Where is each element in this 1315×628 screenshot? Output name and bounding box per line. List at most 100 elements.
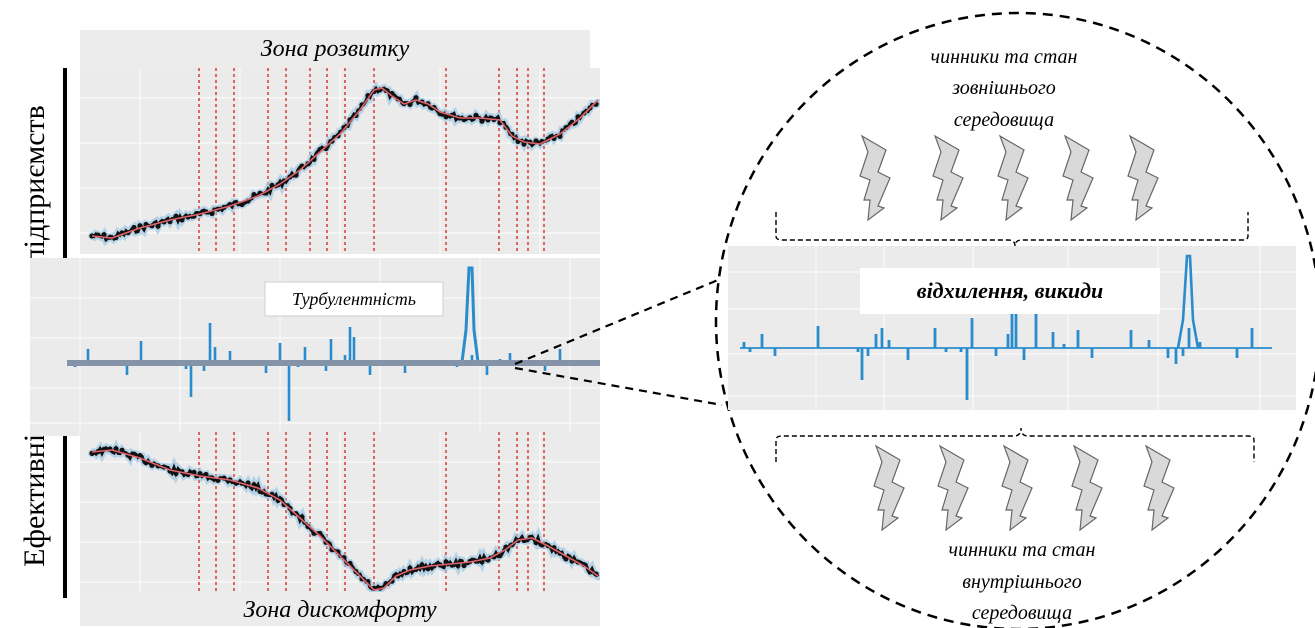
deviation-bar	[1166, 348, 1170, 358]
turbulence-bar	[278, 343, 282, 363]
deviation-bar	[1010, 306, 1014, 348]
trend-line	[91, 449, 599, 591]
turbulence-label: Турбулентність	[292, 289, 416, 309]
turbulence-bar	[508, 353, 512, 363]
zoom-panel: відхилення, викиди	[728, 246, 1296, 410]
data-point	[209, 210, 215, 217]
deviation-bar	[1076, 330, 1080, 348]
deviation-bar	[1090, 348, 1094, 358]
data-point	[131, 224, 137, 231]
external-bolts	[859, 134, 1159, 222]
deviation-bar	[773, 348, 777, 356]
bottom-panel: Зона дискомфорту	[80, 432, 600, 626]
data-point	[533, 138, 539, 144]
bottom-panel-strip	[80, 592, 600, 626]
zoom-circle	[714, 11, 1315, 628]
deviation-bar	[1187, 328, 1191, 348]
top-panel-strip	[80, 30, 590, 68]
deviation-bar	[1014, 314, 1018, 348]
lightning-bolt-shape	[859, 134, 891, 222]
deviation-label-box	[860, 268, 1160, 314]
deviation-bar	[965, 348, 969, 400]
deviation-bar	[1235, 348, 1239, 358]
turbulence-bar	[368, 363, 372, 375]
data-point	[443, 559, 449, 565]
turbulence-bar	[287, 363, 291, 421]
deviation-bar	[1250, 328, 1254, 348]
internal-factors: чинники та стан внутрішнього середовища	[949, 539, 1096, 624]
lightning-bolt-shape	[873, 444, 905, 532]
deviation-bar	[760, 334, 764, 348]
external-line-1: чинники та стан	[931, 46, 1078, 68]
deviation-label: відхилення, викиди	[917, 278, 1104, 303]
internal-bolts	[873, 444, 1175, 532]
turbulence-bar	[202, 363, 206, 371]
external-line-2: зовнішнього	[951, 77, 1056, 99]
lightning-bolt-icon	[1071, 444, 1103, 532]
lightning-bolt-icon	[859, 134, 891, 222]
lightning-bolt-icon	[873, 444, 905, 532]
bottom-panel-title: Зона дискомфорту	[243, 597, 436, 623]
zoom-connector-bottom	[514, 366, 723, 407]
lightning-bolt-shape	[1143, 444, 1175, 532]
turbulence-bar	[228, 351, 232, 363]
deviation-bar	[994, 348, 998, 356]
lightning-bolt-shape	[997, 134, 1029, 222]
deviation-bar	[933, 328, 937, 348]
lightning-bolt-shape	[937, 444, 969, 532]
deviation-bar	[1129, 330, 1133, 348]
turbulence-bar	[139, 341, 143, 363]
deviation-bar	[866, 348, 870, 356]
lightning-bolt-icon	[1127, 134, 1159, 222]
data-point	[101, 232, 107, 238]
deviation-bar	[1181, 348, 1185, 356]
turbulence-label-box	[264, 281, 444, 317]
data-point	[173, 213, 179, 219]
lightning-bolt-icon	[997, 134, 1029, 222]
external-brace	[775, 212, 1249, 247]
deviation-bar	[944, 348, 948, 352]
data-point	[443, 114, 449, 120]
data-point	[155, 223, 161, 229]
data-point	[89, 233, 95, 239]
deviation-bar	[1006, 334, 1010, 348]
data-point	[479, 118, 485, 124]
middle-panel: Турбулентність	[30, 258, 600, 436]
turbulence-bar	[485, 363, 489, 375]
turbulence-bar	[86, 349, 90, 363]
external-line-3: середовища	[954, 109, 1054, 131]
internal-line-1: чинники та стан	[949, 539, 1096, 561]
lightning-bolt-shape	[1001, 444, 1033, 532]
turbulence-bar	[352, 337, 356, 363]
turbulence-bar	[303, 347, 307, 363]
internal-line-3: середовища	[972, 602, 1072, 624]
data-point	[461, 562, 467, 569]
lightning-bolt-icon	[937, 444, 969, 532]
deviation-bar	[1034, 314, 1038, 348]
deviation-spike	[1176, 254, 1200, 349]
lightning-bolt-icon	[1062, 134, 1094, 222]
internal-line-2: внутрішнього	[962, 571, 1081, 593]
turbulence-spike	[460, 266, 480, 363]
turbulence-bar	[125, 363, 129, 375]
deviation-bar	[748, 348, 752, 352]
data-point	[473, 112, 479, 118]
deviation-bar	[880, 328, 884, 348]
deviation-bar	[742, 342, 746, 348]
deviation-bar	[887, 340, 891, 348]
data-point	[455, 563, 461, 569]
data-point	[119, 447, 125, 453]
zoom-connector-top	[514, 278, 719, 366]
turbulence-bar	[213, 347, 217, 363]
lightning-bolt-shape	[1071, 444, 1103, 532]
deviation-bar	[1022, 348, 1026, 360]
data-point	[203, 471, 209, 478]
turbulence-bar	[329, 339, 333, 363]
data-point	[239, 201, 245, 208]
turbulence-bar	[189, 363, 193, 397]
top-panel: Зона розвитку	[80, 30, 600, 254]
deviation-bar	[860, 348, 864, 380]
deviation-bar	[1051, 332, 1055, 348]
deviation-bar	[970, 318, 974, 348]
